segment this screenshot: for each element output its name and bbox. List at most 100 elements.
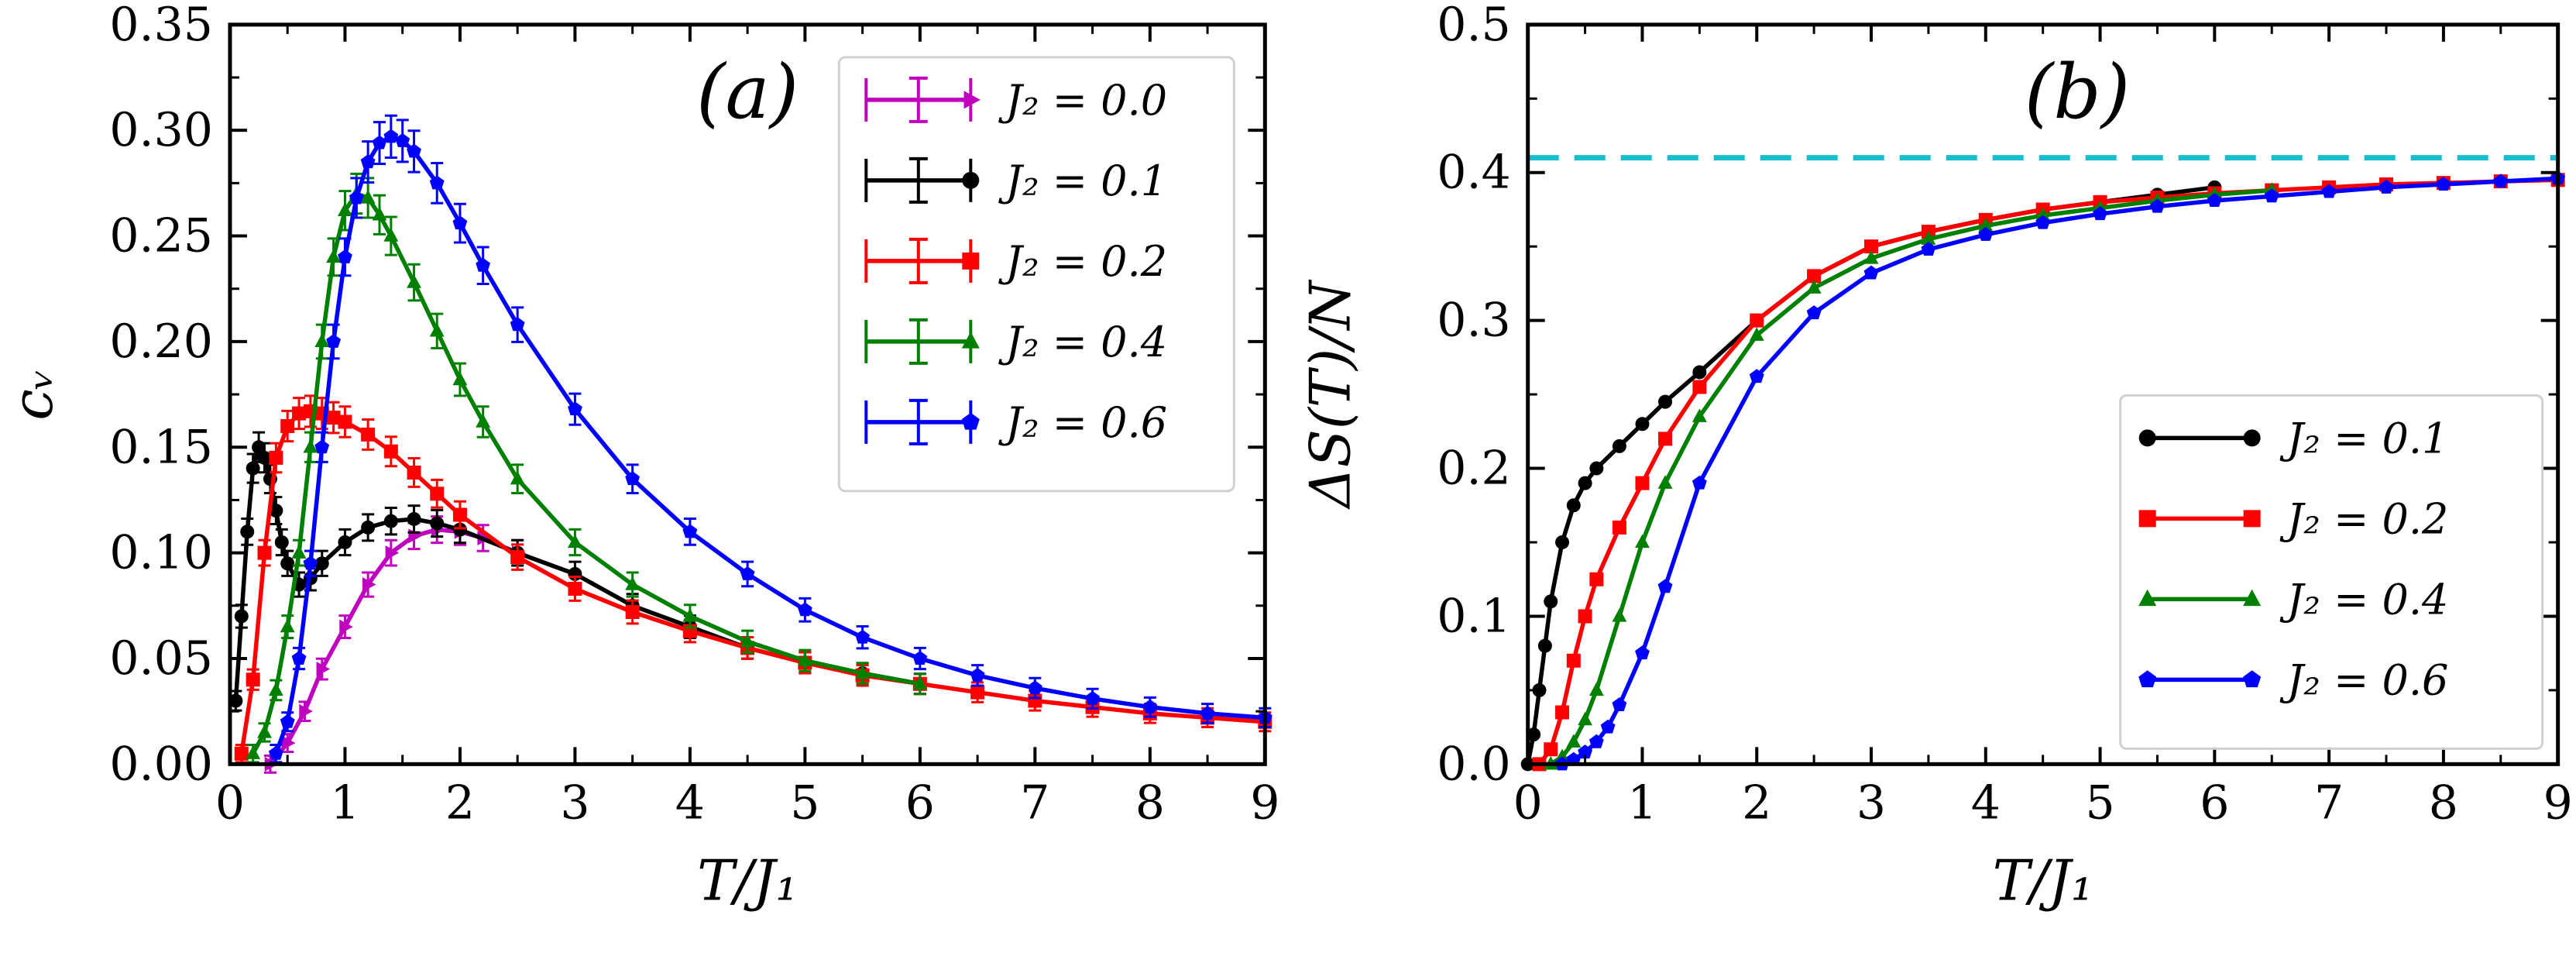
data-point xyxy=(2264,188,2279,203)
legend-marker xyxy=(963,91,981,109)
data-point xyxy=(912,676,928,689)
data-point xyxy=(797,602,812,617)
data-point xyxy=(1658,394,1673,409)
y-tick-label: 0.0 xyxy=(1437,737,1510,791)
data-point xyxy=(740,633,755,648)
data-point xyxy=(1807,269,1822,284)
data-point xyxy=(280,618,295,633)
data-point xyxy=(2436,177,2451,191)
series-3 xyxy=(246,172,928,764)
x-tick-label: 8 xyxy=(2429,775,2458,830)
data-point xyxy=(339,619,353,634)
legend-item: J₂ = 0.4 xyxy=(864,318,1167,366)
y-tick-label: 0.1 xyxy=(1437,589,1510,643)
y-tick-label: 0.2 xyxy=(1437,442,1510,496)
legend-item: J₂ = 0.6 xyxy=(864,398,1167,447)
data-point xyxy=(291,651,307,665)
legend-item: J₂ = 0.1 xyxy=(2138,414,2449,463)
data-point xyxy=(338,535,352,549)
data-point xyxy=(2207,193,2222,208)
legend-label: J₂ = 0.1 xyxy=(2279,414,2449,463)
data-point xyxy=(361,427,376,442)
data-point xyxy=(970,685,985,700)
data-point xyxy=(316,662,331,677)
data-point xyxy=(1532,683,1547,697)
data-point xyxy=(682,524,698,538)
legend-item: J₂ = 0.2 xyxy=(864,237,1167,286)
data-point xyxy=(625,576,641,590)
data-point xyxy=(1692,365,1707,380)
data-point xyxy=(257,724,272,738)
legend-frame xyxy=(837,56,1235,493)
data-point xyxy=(246,672,260,687)
panel-b-entropy: 0 1 2 3 4 5 6 7 8 9 0.0 0.1 0.2 0.3 0.4 0.5 T/J₁ ΔS(T)/N (… xyxy=(1298,0,2573,913)
y-tick-label: 0.5 xyxy=(1437,0,1510,52)
data-point xyxy=(452,507,467,522)
data-point xyxy=(1635,417,1650,432)
data-point xyxy=(395,132,410,147)
data-point xyxy=(385,545,400,561)
data-point xyxy=(1555,705,1570,720)
data-point xyxy=(1806,305,1822,320)
legend-label: J₂ = 0.2 xyxy=(2279,494,2449,543)
legend-label: J₂ = 0.6 xyxy=(998,398,1167,447)
data-point xyxy=(246,461,260,476)
data-point xyxy=(452,371,468,386)
legend-frame xyxy=(2119,394,2544,750)
data-point xyxy=(274,535,289,549)
data-point xyxy=(314,439,330,454)
legend-marker xyxy=(2138,670,2157,688)
data-point xyxy=(1589,461,1604,476)
data-point xyxy=(430,487,445,501)
x-tick-label: 7 xyxy=(2314,775,2344,830)
legend-marker xyxy=(962,171,980,189)
legend-item: J₂ = 0.1 xyxy=(864,156,1167,205)
data-point xyxy=(299,703,313,719)
data-point xyxy=(240,524,255,539)
data-point xyxy=(292,406,307,421)
data-point xyxy=(268,682,283,696)
data-point xyxy=(568,581,582,596)
x-tick-label: 1 xyxy=(1627,775,1657,830)
legend-label: J₂ = 0.2 xyxy=(998,237,1167,286)
data-point xyxy=(282,735,296,751)
data-point xyxy=(1692,408,1707,422)
legend-marker xyxy=(2138,429,2156,447)
data-point xyxy=(1863,250,1879,264)
legend-marker xyxy=(2138,510,2156,528)
x-tick-label: 5 xyxy=(2085,775,2114,830)
data-point xyxy=(452,522,467,537)
data-point xyxy=(1589,682,1604,696)
data-point xyxy=(372,135,387,150)
y-tick-label: 0.35 xyxy=(109,0,213,52)
data-point xyxy=(1921,242,1936,256)
data-point xyxy=(280,556,295,571)
data-point xyxy=(1200,705,1215,720)
data-point xyxy=(314,556,329,571)
x-tick-label: 9 xyxy=(1250,775,1279,830)
data-point xyxy=(1612,520,1626,535)
data-point xyxy=(291,545,307,559)
y-tick-label: 0.25 xyxy=(109,209,213,263)
data-point xyxy=(303,438,318,453)
data-point xyxy=(1600,719,1616,734)
x-tick-label: 6 xyxy=(2200,775,2229,830)
legend-marker xyxy=(2243,589,2262,607)
data-point xyxy=(1537,638,1552,653)
data-point xyxy=(430,516,445,531)
data-point xyxy=(349,190,364,205)
x-tick-label: 0 xyxy=(215,775,245,830)
data-point xyxy=(1864,239,1879,254)
data-point xyxy=(1978,227,1994,241)
x-tick-label: 4 xyxy=(1971,775,2001,830)
data-point xyxy=(1544,742,1558,757)
data-point xyxy=(2093,206,2107,221)
y-axis-label: cᵥ xyxy=(0,369,65,421)
legend-label: J₂ = 0.6 xyxy=(2279,655,2449,704)
data-point xyxy=(1749,327,1764,341)
y-tick-label: 0.10 xyxy=(109,526,213,580)
data-point xyxy=(510,317,525,332)
data-point xyxy=(228,693,243,708)
data-point xyxy=(1544,594,1558,609)
x-tick-label: 2 xyxy=(445,775,475,830)
